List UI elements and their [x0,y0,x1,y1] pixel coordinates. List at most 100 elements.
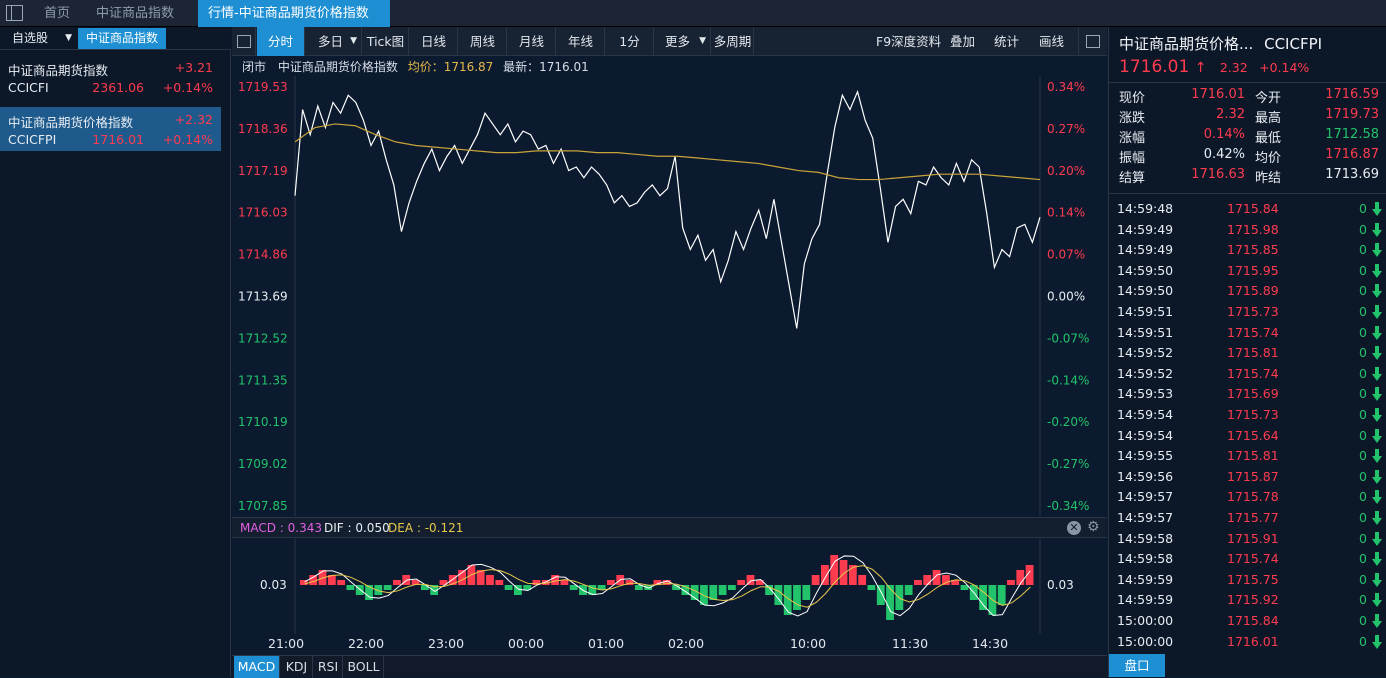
macd-histogram-bar [411,580,420,585]
tab-kdj[interactable]: KDJ [281,656,313,678]
btn-statistics[interactable]: 统计 [994,34,1020,49]
down-arrow-icon [1372,346,1382,361]
tick-volume: 0 [1359,345,1367,361]
btn-more[interactable]: 更多 ▼ [655,27,711,56]
tick-list[interactable]: 14:59:48 1715.84 0 14:59:49 1715.98 0 14:59:49… [1109,201,1386,653]
down-arrow-icon [1372,572,1382,587]
divider [1109,82,1386,83]
quote-label: 昨结 [1255,171,1282,186]
tick-row: 14:59:59 1715.75 0 [1109,572,1386,593]
tick-volume: 0 [1359,221,1367,237]
tick-price: 1715.87 [1227,468,1279,484]
down-arrow-icon [1372,449,1382,464]
btn-drawing[interactable]: 画线 [1039,34,1065,49]
macd-histogram-bar [727,585,736,590]
macd-histogram-bar [607,580,615,585]
macd-histogram-bar [560,580,569,585]
tick-row: 14:59:48 1715.84 0 [1109,201,1386,222]
tab-quote-active[interactable]: 行情-中证商品期货价格指数 × [198,0,390,48]
tick-time: 14:59:49 [1117,242,1174,258]
y-tick-label: 1709.02 [238,457,288,471]
stock-code: CCICFPI [8,132,57,147]
btn-f9-profile[interactable]: F9深度资料 [876,34,942,49]
y-tick-label: 1710.19 [238,415,288,429]
btn-overlay[interactable]: 叠加 [950,34,976,49]
stock-pct: +0.14% [162,80,213,95]
btn-weekly[interactable]: 周线 [459,27,507,56]
tick-price: 1715.73 [1227,304,1279,319]
btn-monthly[interactable]: 月线 [508,27,556,56]
list-item-selected[interactable]: 中证商品期货价格指数 +2.32 CCICFPI 1716.01 +0.14% [0,107,221,151]
btn-yearly[interactable]: 年线 [557,27,605,56]
tick-row: 14:59:55 1715.81 0 [1109,448,1386,469]
tab-watchlist[interactable]: 自选股 ▼ [4,28,76,49]
tab-macd[interactable]: MACD [234,656,280,678]
tick-price: 1715.95 [1227,262,1279,278]
btn-tick[interactable]: Tick图 [363,27,409,56]
close-indicator-icon[interactable]: ✕ [1067,521,1081,535]
tab-rsi[interactable]: RSI [314,656,343,678]
btn-1min[interactable]: 1分 [606,27,654,56]
tick-row: 14:59:52 1715.74 0 [1109,366,1386,387]
btn-multiperiod[interactable]: 多周期 [712,27,754,56]
tick-volume: 0 [1359,201,1367,216]
quote-value: 1716.59 [1325,87,1379,102]
tab-commodity-index-list[interactable]: 中证商品指数 [78,28,167,49]
quote-value: 1713.69 [1325,167,1379,182]
macd-histogram-bar [681,585,690,595]
macd-histogram-bar [821,565,829,585]
tick-volume: 0 [1359,283,1367,299]
intraday-chart[interactable]: 1719.53 0.34% 1718.36 0.27% 1717.19 0.20% 1716… [232,76,1107,516]
list-item[interactable]: 中证商品期货指数 +3.21 CCICFI 2361.06 +0.14% [0,55,221,99]
macd-histogram-bar [355,585,364,595]
macd-histogram-bar [597,585,606,590]
macd-axis-label: 0.03 [260,578,287,592]
down-arrow-icon [1372,243,1382,258]
window-layout-icon[interactable] [6,5,23,21]
tick-volume: 0 [1359,592,1367,608]
tick-time: 14:59:59 [1117,592,1174,608]
tick-time: 14:59:58 [1117,551,1174,567]
tick-time: 15:00:00 [1117,613,1174,628]
btn-more-label: 更多 [665,34,691,49]
macd-histogram-bar [653,580,662,585]
macd-histogram-bar [486,575,494,585]
y-tick-label: 1716.03 [238,206,288,220]
tab-boll[interactable]: BOLL [344,656,384,678]
tick-time: 14:59:51 [1117,324,1174,340]
down-arrow-icon [1372,366,1382,381]
y-tick-label-pct: -0.34% [1047,499,1089,513]
quote-price-line: 1716.01 ↑ 2.32 +0.14% [1119,57,1309,77]
tick-row: 15:00:00 1716.01 0 [1109,634,1386,655]
quote-panel: 中证商品期货价格... CCICFPI 1716.01 ↑ 2.32 +0.14… [1108,27,1386,677]
macd-histogram-bar [532,580,541,585]
dropdown-icon[interactable]: ▼ [65,33,72,43]
down-arrow-icon [1372,202,1382,216]
tab-order-book[interactable]: 盘口 [1109,654,1165,677]
x-tick-label: 21:00 [268,636,305,651]
btn-intraday[interactable]: 分时 [257,27,305,56]
tick-price: 1715.64 [1227,427,1279,443]
panel-toggle-icon[interactable] [232,27,256,56]
macd-histogram-bar [774,585,783,605]
macd-histogram-bar [765,585,773,595]
collapse-panel-icon[interactable] [1078,27,1107,56]
macd-histogram-bar [793,585,801,610]
tab-home[interactable]: 首页 [44,6,71,21]
macd-histogram-bar [420,585,429,590]
macd-value: MACD : 0.343 [240,521,322,535]
macd-chart[interactable]: 0.03 0.03 [232,539,1107,634]
gear-icon[interactable]: ⚙ [1087,519,1100,535]
btn-daily[interactable]: 日线 [410,27,458,56]
x-tick-label: 11:30 [892,636,929,651]
macd-histogram-bar [960,585,969,590]
y-tick-label-pct: -0.07% [1047,331,1089,345]
macd-histogram-bar [439,580,448,585]
btn-multiday[interactable]: 多日 ▼ [306,27,362,56]
tab-commodity-index[interactable]: 中证商品指数 [96,6,175,21]
macd-histogram-bar [504,585,513,590]
stock-name: 中证商品期货指数 [8,63,109,78]
tick-price: 1715.69 [1227,386,1279,402]
tick-price: 1715.74 [1227,324,1279,340]
y-tick-label-pct: 0.34% [1047,80,1085,94]
